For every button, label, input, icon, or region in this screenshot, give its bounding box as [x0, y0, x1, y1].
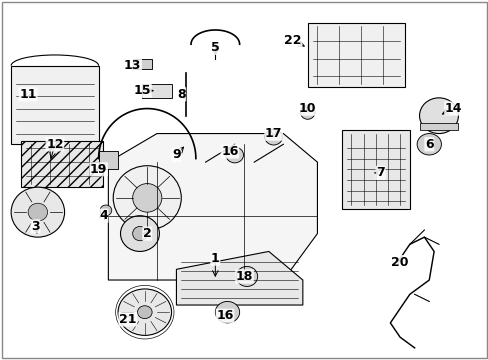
- Ellipse shape: [300, 105, 314, 119]
- Text: 2: 2: [142, 227, 151, 240]
- Text: 17: 17: [264, 127, 282, 140]
- Text: 12: 12: [46, 138, 63, 151]
- Text: 6: 6: [424, 138, 433, 151]
- Bar: [419, 123, 458, 130]
- Bar: [307, 23, 404, 87]
- Text: 21: 21: [119, 313, 136, 326]
- Bar: [341, 130, 409, 208]
- Bar: [132, 59, 152, 69]
- Text: 9: 9: [172, 148, 181, 162]
- Ellipse shape: [215, 301, 239, 323]
- Text: 20: 20: [390, 256, 408, 269]
- Bar: [11, 66, 99, 144]
- Ellipse shape: [120, 216, 159, 251]
- Ellipse shape: [132, 226, 147, 241]
- Text: 16: 16: [221, 145, 238, 158]
- Text: 3: 3: [31, 220, 40, 233]
- Text: 10: 10: [298, 102, 316, 115]
- Bar: [99, 152, 118, 169]
- Ellipse shape: [113, 166, 181, 230]
- Text: 1: 1: [210, 252, 219, 265]
- Ellipse shape: [236, 266, 257, 287]
- Bar: [142, 84, 171, 98]
- Ellipse shape: [137, 306, 152, 319]
- Polygon shape: [176, 251, 302, 305]
- Text: 22: 22: [284, 34, 301, 47]
- Text: 14: 14: [444, 102, 461, 115]
- Ellipse shape: [264, 129, 282, 145]
- Text: 15: 15: [133, 84, 151, 97]
- Ellipse shape: [225, 147, 243, 163]
- Text: 4: 4: [99, 209, 108, 222]
- Ellipse shape: [100, 205, 112, 216]
- Text: 7: 7: [375, 166, 384, 179]
- Text: 13: 13: [124, 59, 141, 72]
- Text: 16: 16: [216, 309, 233, 322]
- Text: 5: 5: [210, 41, 219, 54]
- Ellipse shape: [28, 203, 47, 221]
- Text: 18: 18: [235, 270, 253, 283]
- Ellipse shape: [416, 134, 441, 155]
- Ellipse shape: [11, 187, 64, 237]
- Ellipse shape: [419, 98, 458, 134]
- Bar: [21, 141, 103, 187]
- Ellipse shape: [132, 184, 162, 212]
- Text: 19: 19: [90, 163, 107, 176]
- Ellipse shape: [118, 289, 171, 336]
- Polygon shape: [108, 134, 317, 280]
- Text: 11: 11: [20, 88, 37, 101]
- Text: 8: 8: [177, 88, 185, 101]
